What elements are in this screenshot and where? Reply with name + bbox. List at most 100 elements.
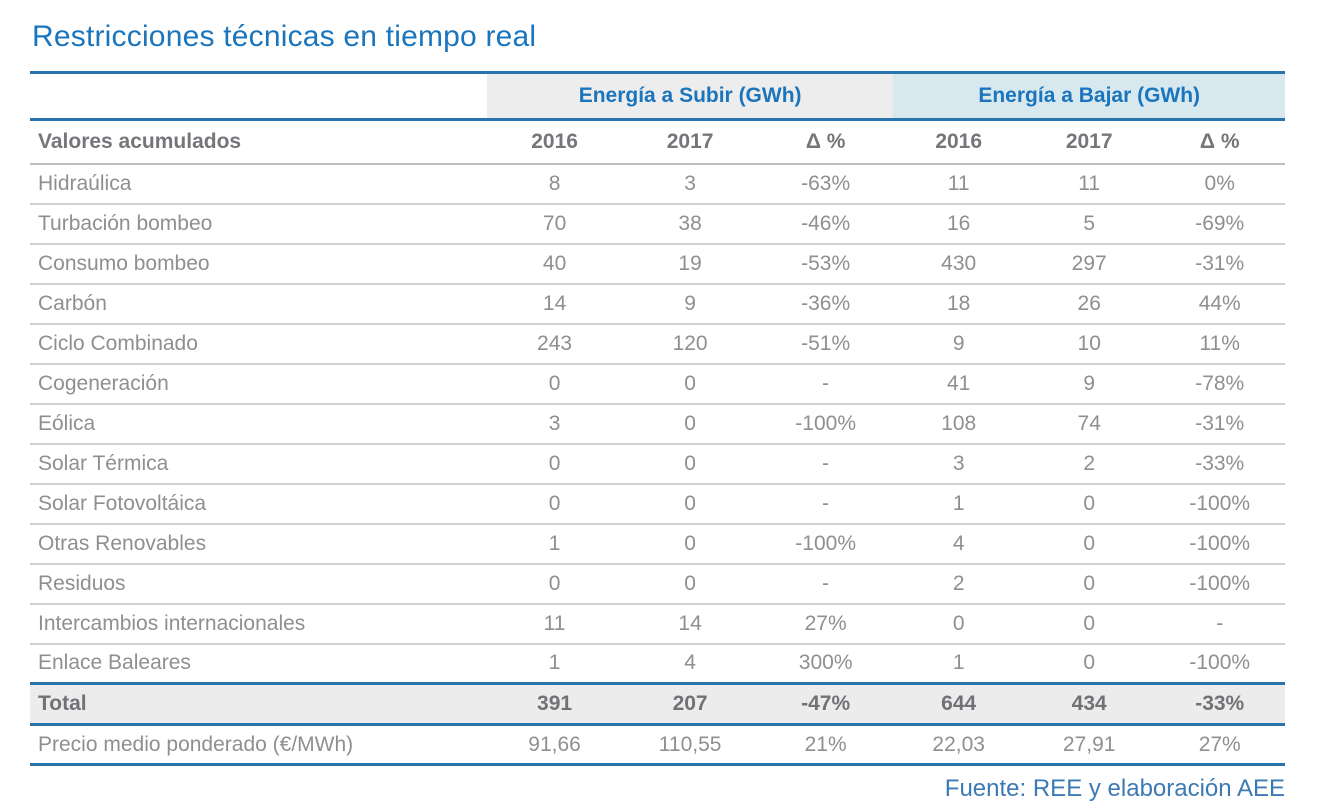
value-cell: 9 (1023, 363, 1155, 405)
table-row: Solar Fotovoltáica 0 0-1 0 -100% (30, 483, 1285, 525)
value-cell: 3 (893, 443, 1024, 485)
value-cell: 0 (893, 603, 1024, 645)
value-cell: 1 (893, 483, 1024, 525)
row-label: Ciclo Combinado (30, 323, 487, 365)
value-cell: 18 (893, 283, 1024, 325)
value-cell: 391 (486, 682, 623, 726)
row-label: Otras Renovables (30, 523, 487, 565)
value-cell: 8 (486, 163, 623, 205)
value-cell: 0 (1023, 523, 1155, 565)
value-cell: 0 (486, 363, 623, 405)
value-cell: -36% (757, 283, 894, 325)
value-cell: 644 (893, 682, 1024, 726)
column-header-valores-acumulados: Valores acumulados (30, 119, 487, 165)
row-label: Consumo bombeo (30, 243, 487, 285)
row-label: Intercambios internacionales (30, 603, 487, 645)
value-cell: -100% (1154, 643, 1285, 685)
value-cell: 0 (622, 563, 758, 605)
value-cell: -51% (757, 323, 894, 365)
total-row: Total 391 207 -47% 644 434 -33% (30, 682, 1285, 726)
value-cell: 3 (622, 163, 758, 205)
table-row: Solar Térmica 0 0-3 2 -33% (30, 443, 1285, 485)
row-label: Turbación bombeo (30, 203, 487, 245)
value-cell: -100% (757, 523, 894, 565)
value-cell: 27% (1154, 724, 1285, 766)
value-cell: 297 (1023, 243, 1155, 285)
value-cell: 27% (757, 603, 894, 645)
row-label: Eólica (30, 403, 487, 445)
value-cell: - (757, 443, 894, 485)
value-cell: -100% (757, 403, 894, 445)
value-cell: 19 (622, 243, 758, 285)
value-cell: 0 (1023, 483, 1155, 525)
column-header-row: Valores acumulados 2016 2017 Δ % 2016 20… (30, 119, 1285, 165)
value-cell: -47% (757, 682, 894, 726)
value-cell: 0 (1023, 643, 1155, 685)
value-cell: 0 (486, 483, 623, 525)
value-cell: -69% (1154, 203, 1285, 245)
table-row: Intercambios internacionales 11 14 27% 0 0- (30, 603, 1285, 645)
value-cell: 0 (486, 563, 623, 605)
group-header-energia-bajar: Energía a Bajar (GWh) (893, 71, 1285, 121)
value-cell: 9 (622, 283, 758, 325)
table-body: Hidraúlica 8 3 -63% 11 11 0% Turbación bombeo 70… (30, 163, 1285, 766)
value-cell: -100% (1154, 563, 1285, 605)
value-cell: 11% (1154, 323, 1285, 365)
value-cell: 243 (486, 323, 623, 365)
value-cell: 27,91 (1023, 724, 1155, 766)
value-cell: 21% (757, 724, 894, 766)
value-cell: 0 (622, 363, 758, 405)
source-note: Fuente: REE y elaboración AEE (944, 775, 1285, 802)
value-cell: 0 (1023, 603, 1155, 645)
value-cell: 0 (622, 523, 758, 565)
value-cell: 4 (893, 523, 1024, 565)
table-row: Turbación bombeo 70 38 -46% 16 5 -69% (30, 203, 1285, 245)
value-cell: 0 (1023, 563, 1155, 605)
value-cell: 0 (622, 483, 758, 525)
value-cell: 26 (1023, 283, 1155, 325)
value-cell: 120 (622, 323, 758, 365)
value-cell: 40 (486, 243, 623, 285)
column-header-bajar-2016: 2016 (893, 119, 1024, 165)
value-cell: 2 (1023, 443, 1155, 485)
value-cell: 1 (893, 643, 1024, 685)
column-header-bajar-delta: Δ % (1154, 119, 1285, 165)
value-cell: 38 (622, 203, 758, 245)
value-cell: 4 (622, 643, 758, 685)
row-label: Cogeneración (30, 363, 487, 405)
row-label: Solar Fotovoltáica (30, 483, 487, 525)
value-cell: -53% (757, 243, 894, 285)
group-header-row: Energía a Subir (GWh) Energía a Bajar (G… (30, 71, 1285, 121)
column-header-subir-2016: 2016 (486, 119, 623, 165)
value-cell: 91,66 (486, 724, 623, 766)
value-cell: - (757, 363, 894, 405)
value-cell: -46% (757, 203, 894, 245)
table-row: Residuos 0 0-2 0 -100% (30, 563, 1285, 605)
value-cell: 5 (1023, 203, 1155, 245)
table-row: Otras Renovables 1 0 -100% 4 0 -100% (30, 523, 1285, 565)
row-label: Solar Térmica (30, 443, 487, 485)
value-cell: 1 (486, 523, 623, 565)
column-header-bajar-2017: 2017 (1023, 119, 1155, 165)
row-label: Total (30, 682, 487, 726)
value-cell: -31% (1154, 243, 1285, 285)
value-cell: 16 (893, 203, 1024, 245)
row-label: Residuos (30, 563, 487, 605)
value-cell: -100% (1154, 483, 1285, 525)
value-cell: 41 (893, 363, 1024, 405)
row-label: Carbón (30, 283, 487, 325)
value-cell: 0 (622, 443, 758, 485)
value-cell: 10 (1023, 323, 1155, 365)
value-cell: 0% (1154, 163, 1285, 205)
table-row: Carbón 14 9 -36% 18 26 44% (30, 283, 1285, 325)
value-cell: 22,03 (893, 724, 1024, 766)
table-row: Enlace Baleares 1 4 300% 1 0 -100% (30, 643, 1285, 685)
table-row: Consumo bombeo 40 19 -53% 430 297 -31% (30, 243, 1285, 285)
value-cell: 108 (893, 403, 1024, 445)
table-row: Eólica 3 0 -100% 108 74 -31% (30, 403, 1285, 445)
value-cell: 1 (486, 643, 623, 685)
value-cell: -100% (1154, 523, 1285, 565)
value-cell: 110,55 (622, 724, 758, 766)
value-cell: 9 (893, 323, 1024, 365)
